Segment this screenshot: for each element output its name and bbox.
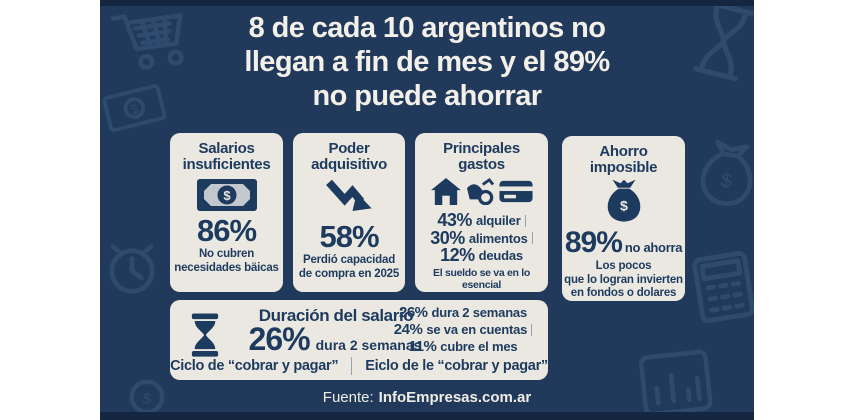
- page-title: 8 de cada 10 argentinos no llegan a fin …: [100, 11, 754, 113]
- stat-suffix: no ahorra: [624, 240, 683, 255]
- top-edge-band: [100, 0, 754, 6]
- card-title-line: insuficientes: [182, 156, 271, 173]
- bar-chart-watermark-icon: [637, 348, 716, 420]
- banknote-watermark-icon: $: [100, 79, 171, 142]
- duration-label: se va en cuentas: [426, 322, 528, 337]
- card-duracion-del-salario: Duración del salario 26% dura 2 semanas …: [170, 300, 548, 380]
- card-footnote: El sueldo se va en lo esencial: [433, 266, 530, 291]
- card-title-line: Salarios: [198, 140, 255, 157]
- desc-line: que lo logran invierten: [564, 273, 683, 286]
- cycle-label-right: Eiclo de le “cobrar y pagar”: [365, 358, 548, 374]
- divider: [531, 323, 533, 336]
- card-title-line: adquisitivo: [311, 156, 387, 173]
- house-icon: [430, 178, 461, 210]
- card-title-line: imposible: [589, 159, 658, 176]
- card-title: Salarios insuficientes: [174, 141, 279, 173]
- hourglass-icon: [190, 313, 220, 362]
- stat-value: 58%: [319, 219, 379, 254]
- shopping-cart-watermark-icon: [105, 0, 203, 87]
- bottom-edge-band: [100, 412, 754, 420]
- divider: [524, 214, 526, 227]
- expense-label: deudas: [478, 248, 524, 263]
- scooter-icon: [465, 177, 495, 210]
- card-title: Poder adquisitivo: [297, 141, 401, 173]
- card-title-line: Poder: [328, 140, 370, 157]
- desc-line: de compra en 2025: [298, 267, 400, 280]
- svg-text:$: $: [129, 101, 140, 117]
- card-title-line: Principales: [443, 140, 520, 157]
- expense-item-alquiler: 43% alquiler: [415, 210, 548, 230]
- expense-pct: 43%: [437, 210, 472, 230]
- card-title: Principales gastos: [419, 141, 544, 173]
- cycle-label-left: Ciclo de “cobrar y pagar”: [170, 358, 339, 374]
- stat-label: dura 2 semanas: [315, 337, 422, 353]
- infographic-poster: $ $ $ 8 de cada 10 argentinos no llegan …: [100, 0, 754, 420]
- duration-pct: 26%: [398, 304, 428, 321]
- duration-pct: 24%: [393, 321, 423, 338]
- card-title: Ahorro imposible: [566, 144, 681, 176]
- duration-line-2: 24% se va en cuentas: [384, 321, 542, 338]
- svg-text:$: $: [719, 169, 734, 192]
- card-principales-gastos: Principales gastos 43% alquiler 30% alim…: [415, 133, 548, 292]
- duration-stat-row: 26% dura 2 semanas: [220, 321, 450, 358]
- card-poder-adquisitivo: Poder adquisitivo 58% Perdió capacidad d…: [293, 133, 405, 292]
- expense-pct: 12%: [440, 245, 475, 265]
- card-title-line: Ahorro: [599, 143, 648, 160]
- duration-label: dura 2 semanas: [431, 305, 528, 320]
- svg-text:$: $: [223, 188, 231, 203]
- stat-row: 89% no ahorra: [562, 226, 685, 260]
- card-description: Los pocos que lo logran invierten en fon…: [562, 260, 685, 301]
- desc-line: No cubren: [198, 248, 255, 260]
- card-ahorro-imposible: Ahorro imposible $ 89% no ahorra Los poc…: [562, 136, 685, 301]
- stat-value: 26%: [248, 321, 311, 357]
- desc-line: Perdió capacidad: [302, 254, 396, 266]
- source-prefix: Fuente:: [322, 389, 374, 406]
- duration-right-column: 26% dura 2 semanas 24% se va en cuentas …: [384, 304, 542, 355]
- duration-line-1: 26% dura 2 semanas: [384, 304, 542, 321]
- money-bag-watermark-icon: $: [691, 136, 754, 220]
- duration-line-3: 11% cubre el mes: [384, 338, 542, 355]
- card-description: No cubren necesidades bäicas: [170, 248, 283, 275]
- credit-card-icon: [498, 180, 533, 208]
- svg-text:$: $: [620, 198, 628, 214]
- clock-watermark-icon: [102, 236, 162, 303]
- title-line-2: llegan a fin de mes y el 89%: [244, 46, 610, 78]
- duration-label: cubre el mes: [440, 339, 518, 354]
- title-line-1: 8 de cada 10 argentinos no: [248, 12, 606, 44]
- banknote-icon: $: [170, 178, 283, 212]
- card-salarios-insuficientes: Salarios insuficientes $ 86% No cubren n…: [170, 133, 283, 292]
- duration-pct: 11%: [408, 338, 437, 355]
- expense-item-alimentos: 30% alimentos: [415, 227, 548, 248]
- stat-value: 89%: [564, 226, 623, 259]
- source-footer: Fuente: InfoEmpresas.com.ar: [100, 389, 754, 406]
- card-description: Perdió capacidad de compra en 2025: [293, 254, 405, 281]
- divider: [531, 232, 533, 245]
- divider: [351, 357, 353, 375]
- expense-pct: 30%: [430, 227, 465, 248]
- title-line-3: no puede ahorrar: [312, 80, 542, 112]
- source-name: InfoEmpresas.com.ar: [378, 389, 532, 406]
- svg-text:$: $: [143, 390, 152, 407]
- desc-line: necesidades bäicas: [174, 261, 279, 274]
- expense-label: alquiler: [475, 213, 521, 228]
- expense-item-deudas: 12% deudas: [415, 245, 548, 265]
- hourglass-watermark-icon: [683, 0, 754, 90]
- expense-label: alimentos: [468, 230, 528, 246]
- declining-arrow-icon: [293, 178, 405, 218]
- card-title-line: gastos: [458, 156, 505, 173]
- desc-line: Los pocos: [595, 260, 652, 272]
- duration-title: Duración del salario: [258, 306, 414, 325]
- stat-value: 86%: [196, 213, 257, 248]
- calculator-watermark-icon: [689, 248, 754, 331]
- money-bag-icon: $: [562, 178, 685, 224]
- duration-bottom-row: Ciclo de “cobrar y pagar” Eiclo de le “c…: [170, 357, 548, 375]
- desc-line: en fondos o dolares: [570, 287, 677, 299]
